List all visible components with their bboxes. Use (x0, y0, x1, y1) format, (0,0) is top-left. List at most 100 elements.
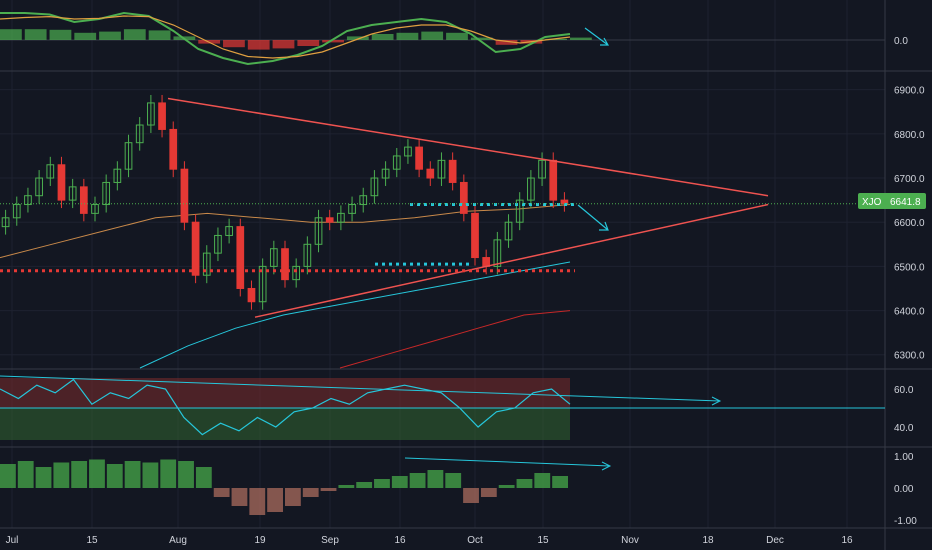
rsi-y-tick: 40.0 (894, 423, 914, 434)
price-axis[interactable]: 0.0 6900.0 6800.0 6700.0 6600.0 6500.0 6400.0 6… (894, 36, 925, 527)
candle-body (225, 226, 233, 236)
candle-body (549, 159, 558, 201)
price-projection-arrow (577, 204, 609, 231)
x-tick-label: Dec (766, 535, 784, 546)
hist-bar (374, 479, 390, 488)
osc-bar (123, 29, 146, 40)
candle-body (269, 248, 278, 267)
candle-body (102, 181, 111, 206)
osc-bar (297, 40, 320, 46)
osc-bar (570, 37, 592, 40)
hist-bar (498, 485, 515, 488)
lower-trendline (254, 203, 769, 318)
time-axis[interactable]: Jul 15 Aug 19 Sep 16 Oct 15 Nov 18 Dec 16 (6, 535, 853, 546)
candle-body (303, 243, 312, 267)
osc-bar (0, 29, 22, 40)
hist-bar (480, 488, 497, 497)
osc-bar (99, 31, 121, 40)
candle-body (281, 248, 289, 281)
candle-body (180, 168, 189, 223)
hist-bar (427, 470, 444, 488)
hist-bar (356, 482, 373, 488)
hist-bar (53, 462, 70, 488)
price-y-tick: 6400.0 (894, 307, 925, 318)
moving-average-red (339, 310, 571, 369)
hist-bar (106, 464, 123, 488)
osc-y-tick: 0.0 (894, 36, 908, 47)
osc-bar (396, 32, 419, 40)
x-tick-label: 16 (394, 535, 406, 546)
x-tick-label: Aug (169, 535, 187, 546)
candle-body (202, 252, 211, 276)
histogram-panel (0, 457, 612, 515)
candle-body (459, 181, 468, 214)
candle-body (247, 287, 256, 303)
x-tick-label: 19 (254, 535, 266, 546)
x-tick-label: 16 (841, 535, 853, 546)
price-panel[interactable] (0, 94, 885, 369)
candle-body (214, 234, 222, 254)
osc-bar (148, 30, 171, 40)
moving-average-cyan (139, 261, 571, 369)
candle-body (404, 146, 412, 157)
hist-bar (124, 461, 141, 488)
hist-bar (213, 488, 230, 497)
price-y-tick: 6900.0 (894, 86, 925, 97)
hist-bar (195, 467, 212, 488)
osc-bar (495, 40, 518, 45)
hist-bar (552, 476, 568, 488)
candle-body (158, 102, 166, 130)
candle-body (482, 257, 491, 267)
candle-body (527, 177, 535, 201)
osc-bar (421, 31, 444, 40)
candle-body (359, 195, 368, 206)
candle-body (292, 265, 301, 281)
x-tick-label: 18 (702, 535, 714, 546)
candle-body (515, 199, 524, 223)
candle-body (448, 159, 457, 183)
candle-body (325, 217, 334, 223)
hist-bar (35, 467, 52, 488)
hist-bar (178, 461, 194, 488)
candle-body (348, 204, 356, 214)
hist-bar (249, 488, 266, 515)
candle-body (169, 128, 178, 170)
hist-bar (160, 459, 177, 488)
rsi-line (0, 378, 571, 436)
candle-body (236, 226, 245, 289)
last-price-value: 6641.8 (890, 197, 921, 208)
hist-y-tick: 1.00 (894, 452, 914, 463)
hist-bar (534, 473, 551, 488)
candle-body (504, 221, 513, 241)
osc-bar (346, 36, 369, 40)
candle-body (12, 204, 21, 219)
rsi-trend-arrow (0, 375, 722, 406)
candle-body (392, 155, 401, 170)
hist-bar (267, 488, 283, 512)
hist-y-tick: -1.00 (894, 516, 917, 527)
candle-body (191, 221, 200, 276)
hist-bar (463, 488, 479, 503)
candle-body (437, 159, 446, 179)
candle-body (24, 195, 32, 206)
candle-body (91, 204, 99, 214)
rsi-y-tick: 60.0 (894, 385, 914, 396)
osc-bar (470, 37, 493, 40)
osc-bar (247, 40, 270, 50)
candle-body (471, 212, 479, 259)
oscillator-panel (0, 11, 885, 66)
last-price-background (858, 193, 926, 209)
osc-bar (24, 29, 47, 40)
x-tick-label: Nov (621, 535, 639, 546)
osc-bar (223, 40, 245, 48)
x-tick-label: Oct (467, 535, 483, 546)
hist-bar (17, 461, 34, 488)
candle-body (370, 177, 379, 197)
hist-bar (516, 479, 533, 488)
candle-body (258, 265, 267, 303)
symbol-label: XJO (862, 197, 882, 208)
candle-body (337, 212, 345, 223)
